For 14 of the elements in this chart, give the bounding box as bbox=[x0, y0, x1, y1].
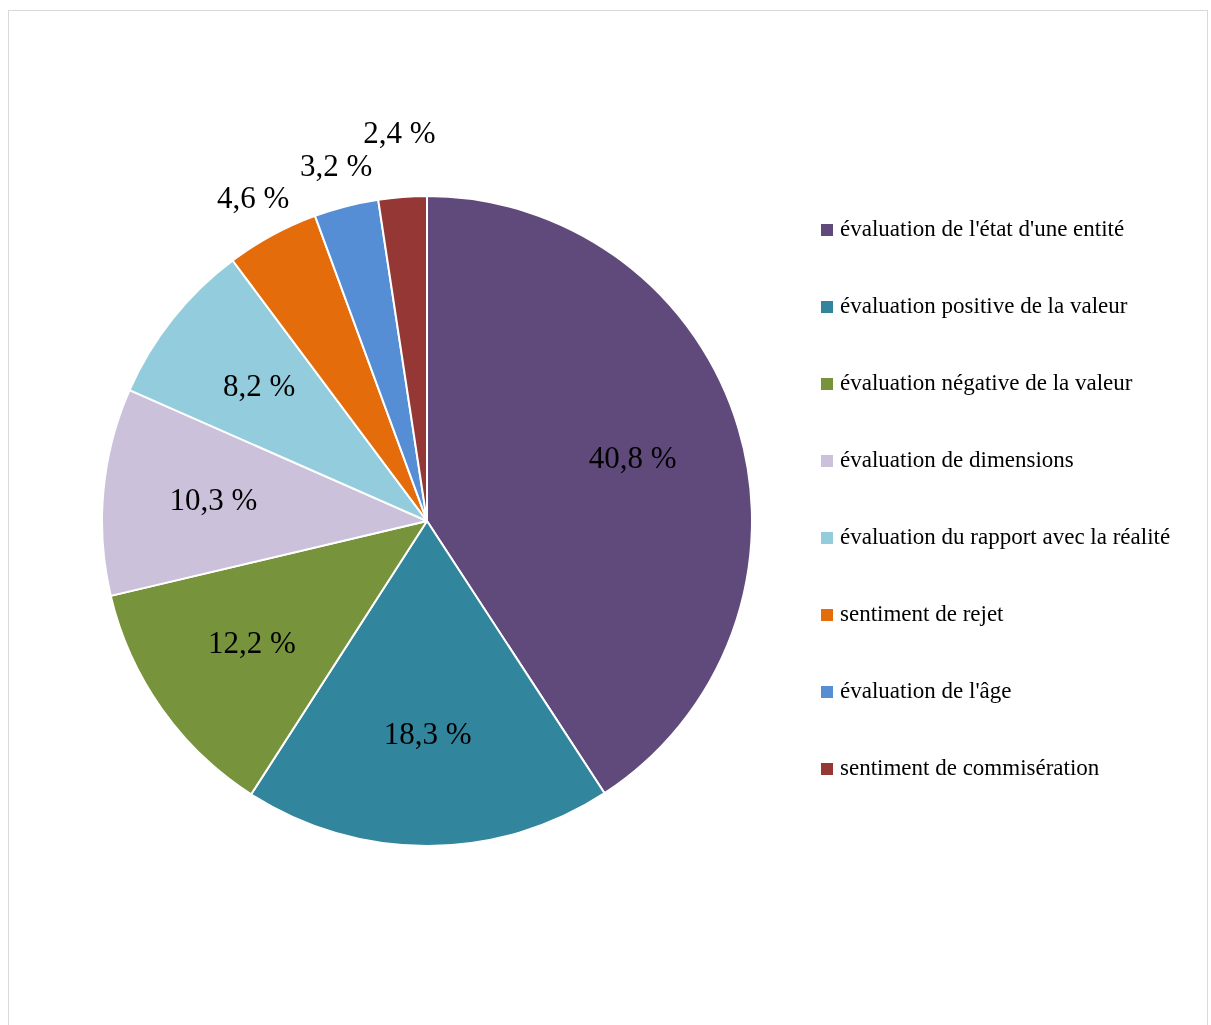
legend-label: évaluation positive de la valeur bbox=[840, 292, 1128, 320]
data-label: 12,2 % bbox=[207, 625, 296, 661]
data-label: 40,8 % bbox=[588, 440, 677, 475]
data-label: 8,2 % bbox=[223, 367, 296, 403]
data-label: 18,3 % bbox=[383, 715, 472, 751]
legend-label: sentiment de commisération bbox=[840, 754, 1100, 782]
legend-label: évaluation de dimensions bbox=[840, 446, 1074, 474]
legend-label: sentiment de rejet bbox=[840, 600, 1004, 628]
legend-label: évaluation négative de la valeur bbox=[840, 369, 1133, 397]
legend-label: évaluation du rapport avec la réalité bbox=[840, 523, 1171, 551]
legend-label: évaluation de l'état d'une entité bbox=[840, 215, 1125, 243]
legend-label: évaluation de l'âge bbox=[840, 677, 1012, 705]
data-label: 10,3 % bbox=[169, 481, 258, 517]
data-label: 4,6 % bbox=[217, 180, 290, 216]
